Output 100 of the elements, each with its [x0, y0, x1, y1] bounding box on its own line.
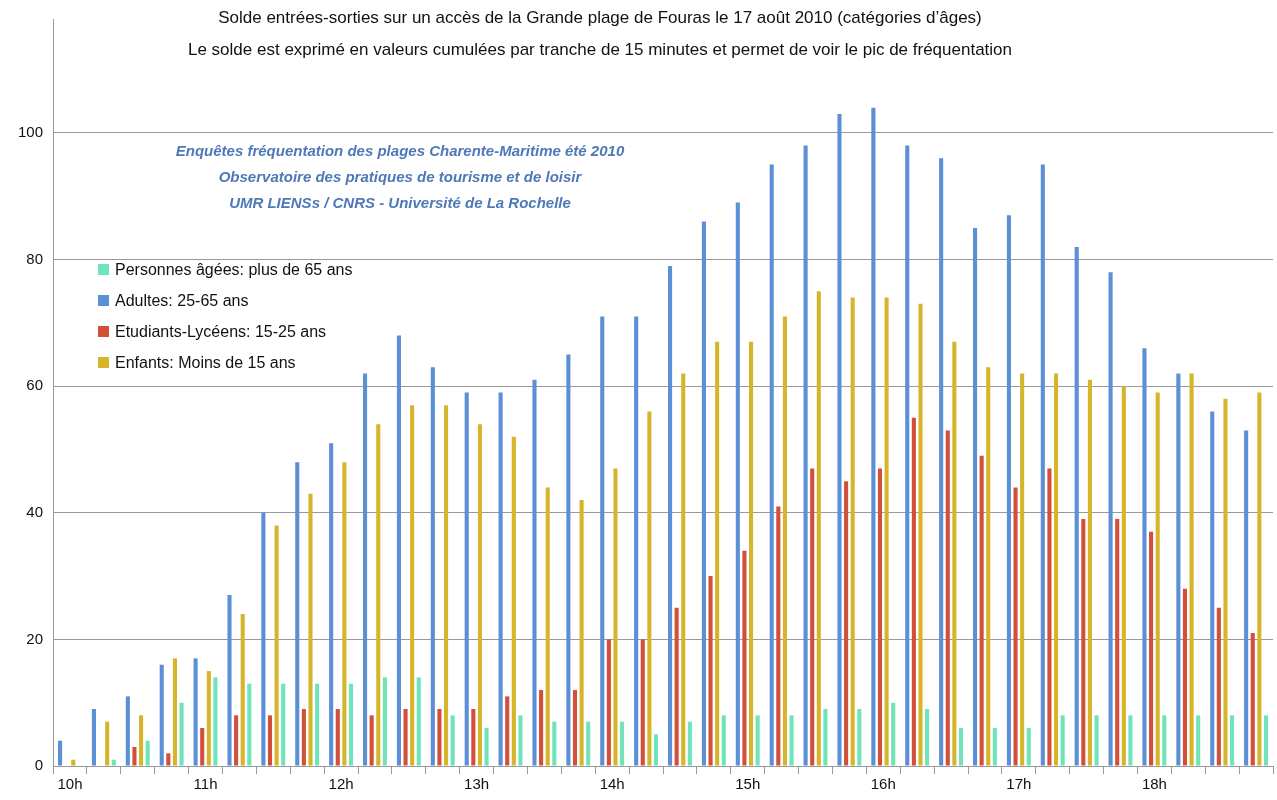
bar [1047, 468, 1052, 766]
bar [240, 614, 245, 766]
bar [430, 367, 435, 766]
bar [748, 341, 754, 766]
bar [789, 715, 794, 766]
bar [911, 417, 916, 766]
bar [891, 702, 896, 766]
bar [132, 747, 137, 766]
bar [1020, 373, 1025, 766]
bar [1060, 715, 1065, 766]
bar [227, 595, 232, 766]
bar [308, 493, 313, 766]
bar [1230, 715, 1235, 766]
bar [572, 690, 578, 766]
text: Le solde est exprimé en valeurs cumulées par tranche de 15 minutes et permet de voir le pic de fréquentation [187, 40, 1013, 60]
bar [471, 709, 476, 766]
bar [1074, 246, 1079, 766]
legend-label: Etudiants-Lycéens: 15-25 ans [115, 322, 327, 341]
bar [382, 677, 387, 766]
bar [1081, 519, 1086, 766]
bar [782, 316, 787, 766]
bar [708, 576, 713, 766]
bar [844, 481, 849, 766]
bar [552, 721, 557, 766]
bar [335, 709, 340, 766]
bar [884, 297, 889, 766]
bar [837, 113, 842, 766]
bar [1087, 379, 1092, 766]
bar [111, 759, 116, 766]
bar [1250, 633, 1255, 766]
bar [1257, 392, 1262, 766]
bar [701, 221, 706, 766]
bar [613, 468, 618, 766]
bar [1094, 715, 1099, 766]
bar [1142, 348, 1147, 766]
bar [735, 202, 740, 766]
bar [261, 512, 266, 766]
bar [267, 715, 273, 766]
bar [484, 728, 489, 766]
bar [681, 373, 686, 766]
bar [1216, 607, 1221, 766]
x-tick-label: 14h [599, 775, 625, 793]
bar [166, 753, 171, 766]
bar [450, 715, 455, 766]
bar [871, 107, 876, 766]
bar [274, 525, 279, 766]
legend-label: Adultes: 25-65 ans [115, 291, 249, 310]
y-tick-label: 100 [18, 123, 44, 141]
bar [877, 468, 883, 766]
x-tick-label: 13h [464, 775, 490, 793]
bar [125, 696, 130, 766]
bar [179, 702, 184, 766]
bar [329, 443, 334, 766]
bar [742, 550, 747, 766]
bar [992, 728, 997, 766]
bar [918, 303, 923, 766]
x-tick-label: 10h [57, 775, 83, 793]
bar [653, 734, 659, 766]
bar [1149, 531, 1154, 766]
bar [600, 316, 605, 766]
chart-title: Solde entrées-sorties sur un accès de la Grande plage de Fouras le 17 août 2010 (catégories d’âges) [217, 8, 983, 28]
bar [193, 658, 198, 766]
bar [301, 709, 306, 766]
bar [315, 683, 320, 766]
bar [342, 462, 347, 766]
bar [566, 354, 571, 766]
bar [403, 709, 408, 766]
legend-label: Enfants: Moins de 15 ans [115, 353, 296, 372]
bar [172, 658, 177, 766]
bar [1155, 392, 1160, 766]
bar [498, 392, 503, 766]
bar [776, 506, 781, 766]
bar [958, 728, 964, 766]
bar [668, 265, 673, 766]
bar [634, 316, 639, 766]
bar [532, 379, 537, 766]
bar [159, 664, 164, 766]
bar [410, 405, 415, 766]
bar [518, 715, 523, 766]
bar [247, 683, 252, 766]
bar [376, 424, 381, 766]
x-tick-label: 11h [193, 775, 218, 793]
bar [1210, 411, 1215, 766]
bar [396, 335, 401, 766]
bar [816, 291, 821, 766]
bar [505, 696, 510, 766]
bar [972, 227, 978, 766]
x-tick-label: 12h [328, 775, 354, 793]
bar [511, 436, 516, 766]
bar [1196, 715, 1201, 766]
y-tick-label: 0 [34, 756, 44, 774]
bar [640, 639, 645, 766]
bar [71, 759, 76, 766]
x-tick-label: 15h [735, 775, 761, 793]
bar [437, 709, 442, 766]
bar [1189, 373, 1194, 766]
bar [1263, 715, 1269, 766]
x-tick-label: 16h [870, 775, 896, 793]
y-tick-label: 80 [26, 249, 44, 267]
bar [234, 715, 239, 766]
